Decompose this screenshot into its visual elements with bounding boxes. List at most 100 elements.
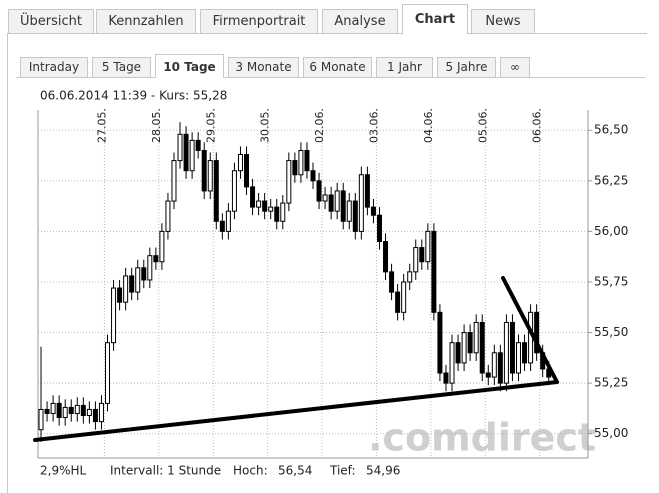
x-tick-label: 27.05. [95,108,108,143]
subtab-line [16,77,645,78]
candle-body [189,139,195,172]
candle-body [86,408,92,417]
candle-body [92,408,98,423]
subtab[interactable]: ∞ [500,57,530,77]
candle-body [183,133,189,172]
candle-body [334,190,340,212]
candle-body [522,342,528,364]
candle-body [443,372,449,384]
subtab[interactable]: 1 Jahr [376,57,433,77]
tab[interactable]: Übersicht [8,9,94,33]
candle-body [153,255,159,263]
tab[interactable]: Analyse [322,9,398,33]
watermark: .comdirect [368,416,596,460]
tab[interactable]: Kennzahlen [96,9,196,33]
candle-body [497,352,503,384]
candle-body [274,206,280,222]
candle-body [461,332,467,364]
chart-title: 06.06.2014 11:39 - Kurs: 55,28 [40,89,227,103]
plot-area: 55,00 55,25 55,50 55,75 56,00 56,25 56,50 27.05… [38,108,628,458]
subtab[interactable]: 6 Monate [303,57,372,77]
candle-body [135,267,141,293]
candle-body [449,342,455,384]
subtab[interactable]: 5 Tage [92,57,151,77]
y-tick-label: 55,75 [594,274,628,288]
candle-body [491,352,497,378]
candle-body [467,332,473,354]
x-tick-label: 28.05. [150,108,163,143]
candle-body [383,241,389,273]
candle-body [244,154,250,188]
footer-low: 54,96 [366,464,400,478]
tab-active[interactable]: Chart [402,4,468,34]
candle-body [56,402,62,419]
candle-body [401,281,407,313]
candle-body [509,321,515,374]
candle-body [322,194,328,202]
candle-body [141,267,147,281]
candle-body [165,200,171,232]
x-tick-label: 03.06. [367,108,380,143]
candle-body [425,230,431,263]
candle-body [98,402,104,423]
candle-body [316,180,322,202]
candle-body [177,133,183,162]
candle-body [213,160,219,222]
trend-line [501,276,559,384]
y-tick-label: 56,00 [594,224,628,238]
footer-high: 56,54 [278,464,312,478]
candle-body [310,170,316,182]
candle-body [201,149,207,192]
candle-body [370,206,376,216]
candle-body [195,139,201,151]
x-tick-label: 05.06. [476,108,489,143]
subtab-active[interactable]: 10 Tage [155,54,224,78]
candle-body [473,321,479,354]
candle-body [485,372,491,378]
candle-body [376,214,382,243]
subtab[interactable]: 5 Jahre [437,57,496,77]
candle-body [262,200,268,212]
candle-body [364,174,370,208]
candle-body [340,190,346,222]
panel [7,33,647,493]
x-tick-label: 02.06. [313,108,326,143]
candle-body [419,247,425,263]
y-tick-label: 55,50 [594,325,628,339]
candle-body [389,271,395,293]
candle-body [207,160,213,192]
candle-body [352,200,358,232]
subtab[interactable]: 3 Monate [228,57,299,77]
candle-body [286,160,292,204]
x-tick-label: 29.05. [204,108,217,143]
candle-body [123,275,129,303]
tab[interactable]: Firmenportrait [200,9,318,33]
candle-body [280,202,286,222]
x-tick-label: 04.06. [422,108,435,143]
candle-body [346,200,352,222]
candle-body [407,271,413,283]
candle-body [298,149,304,176]
y-tick-label: 56,50 [594,123,628,137]
candle-body [292,160,298,176]
candle-body [413,247,419,273]
candle-body [503,321,509,384]
x-tick-label: 06.06. [531,108,544,143]
subtab[interactable]: Intraday [20,57,88,77]
candle-body [62,406,68,419]
tab[interactable]: News [471,9,535,33]
y-tick-label: 55,00 [594,426,628,440]
candle-body [74,404,80,414]
candle-body [268,206,274,212]
candle-body [431,230,437,313]
candle-body [304,149,310,172]
candle-body [111,287,117,344]
candle-body [455,342,461,364]
candle-body [105,342,111,404]
candle-body [250,186,256,208]
candle-body [437,311,443,374]
candle-body [256,200,262,208]
candle-body [129,275,135,293]
